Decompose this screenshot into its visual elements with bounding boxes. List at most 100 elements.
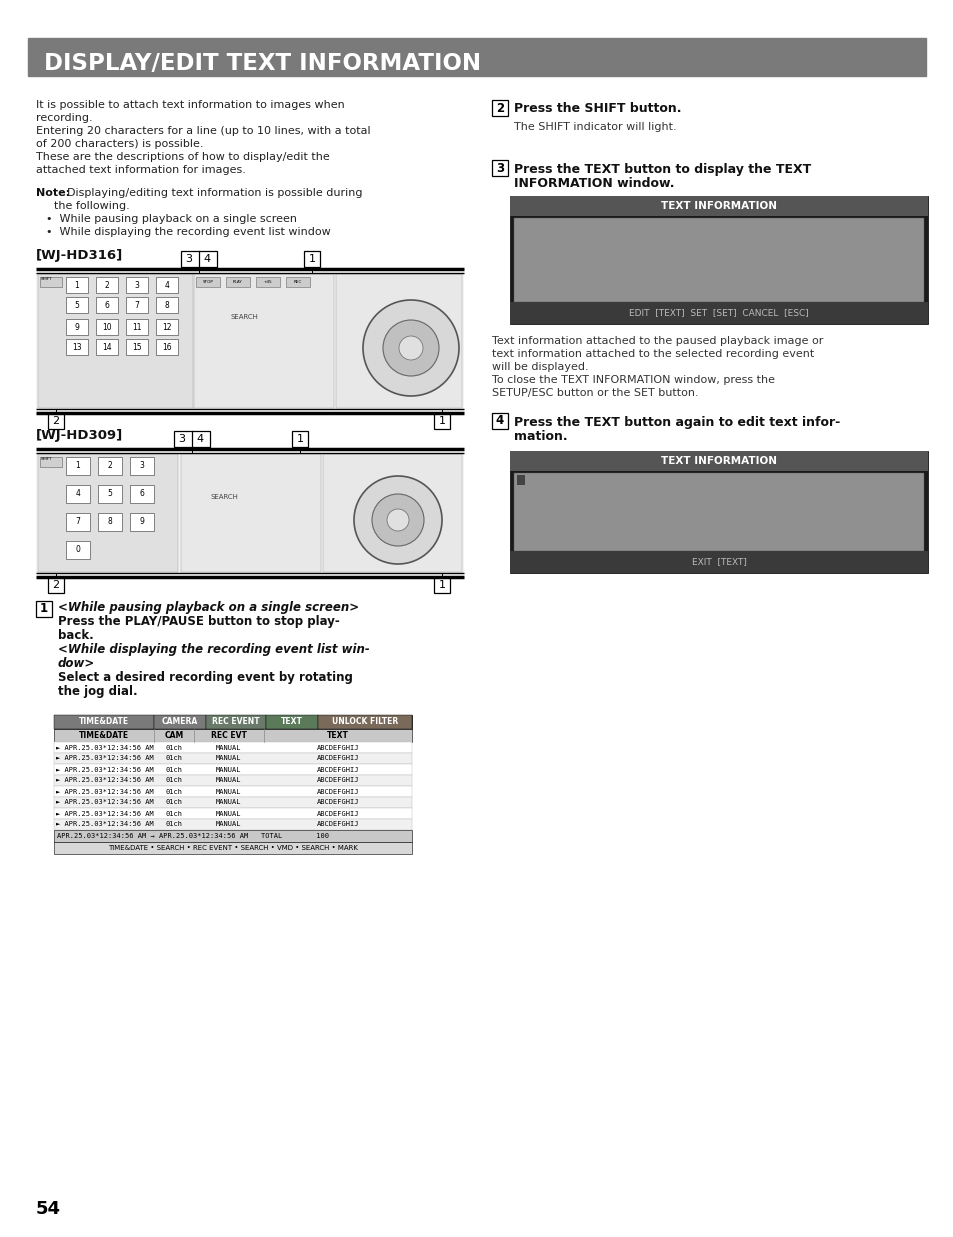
Text: 54: 54: [36, 1200, 61, 1218]
Text: 3: 3: [185, 254, 192, 263]
Text: 7: 7: [134, 301, 139, 309]
Text: the following.: the following.: [54, 200, 130, 212]
Bar: [510, 302, 927, 324]
Text: REC EVT: REC EVT: [211, 731, 247, 740]
Bar: [54, 715, 412, 729]
Text: MANUAL: MANUAL: [216, 745, 241, 751]
Text: ► APR.25.03*12:34:56 AM: ► APR.25.03*12:34:56 AM: [56, 778, 153, 783]
Bar: [492, 413, 507, 429]
Bar: [335, 275, 461, 408]
Text: CAM: CAM: [164, 731, 183, 740]
Text: 01ch: 01ch: [165, 788, 182, 794]
Bar: [98, 485, 122, 503]
Text: APR.25.03*12:34:56 AM → APR.25.03*12:34:56 AM   TOTAL        100: APR.25.03*12:34:56 AM → APR.25.03*12:34:…: [57, 833, 329, 839]
Text: 6: 6: [105, 301, 110, 309]
Text: attached text information for images.: attached text information for images.: [36, 165, 246, 174]
Text: Displaying/editing text information is possible during: Displaying/editing text information is p…: [67, 188, 362, 198]
Text: 1: 1: [438, 416, 445, 426]
Bar: [38, 454, 178, 571]
Text: 7: 7: [75, 517, 80, 527]
Text: ABCDEFGHIJ: ABCDEFGHIJ: [316, 799, 359, 805]
Text: of 200 characters) is possible.: of 200 characters) is possible.: [36, 139, 203, 148]
Bar: [156, 339, 178, 355]
Text: 1: 1: [296, 434, 303, 444]
Bar: [517, 475, 524, 485]
Bar: [54, 776, 412, 785]
Text: Press the TEXT button again to edit text infor-: Press the TEXT button again to edit text…: [514, 416, 840, 429]
Text: •  While pausing playback on a single screen: • While pausing playback on a single scr…: [46, 214, 296, 224]
Text: TIME&DATE: TIME&DATE: [79, 717, 129, 726]
Bar: [48, 413, 64, 429]
Text: 01ch: 01ch: [165, 767, 182, 772]
Text: UNLOCK FILTER: UNLOCK FILTER: [332, 717, 397, 726]
Text: MANUAL: MANUAL: [216, 810, 241, 816]
Text: 6: 6: [139, 490, 144, 499]
Text: will be displayed.: will be displayed.: [492, 362, 588, 372]
Text: [WJ-HD316]: [WJ-HD316]: [36, 249, 123, 262]
Bar: [126, 339, 148, 355]
Bar: [514, 473, 923, 550]
Text: [WJ-HD309]: [WJ-HD309]: [36, 429, 123, 442]
Text: 11: 11: [132, 323, 142, 332]
Bar: [96, 277, 118, 293]
Bar: [66, 277, 88, 293]
Bar: [510, 550, 927, 573]
Text: REC: REC: [294, 280, 302, 285]
Text: 3: 3: [496, 162, 503, 174]
Text: 4: 4: [164, 281, 170, 289]
Bar: [510, 452, 927, 471]
Bar: [317, 715, 412, 729]
Bar: [40, 456, 62, 468]
Bar: [292, 430, 308, 447]
Text: 15: 15: [132, 343, 142, 351]
Bar: [126, 277, 148, 293]
Text: ABCDEFGHIJ: ABCDEFGHIJ: [316, 756, 359, 762]
Text: MANUAL: MANUAL: [216, 767, 241, 772]
Text: 4: 4: [195, 434, 203, 444]
Text: MANUAL: MANUAL: [216, 788, 241, 794]
Text: SEARCH: SEARCH: [231, 314, 258, 320]
Text: ABCDEFGHIJ: ABCDEFGHIJ: [316, 778, 359, 783]
Bar: [66, 319, 88, 335]
Text: Press the TEXT button to display the TEXT: Press the TEXT button to display the TEX…: [514, 163, 810, 176]
Bar: [510, 452, 927, 573]
Text: mation.: mation.: [514, 430, 567, 443]
Bar: [36, 601, 52, 617]
Bar: [96, 319, 118, 335]
Circle shape: [387, 508, 409, 531]
Bar: [66, 297, 88, 313]
Bar: [54, 808, 412, 819]
Text: The SHIFT indicator will light.: The SHIFT indicator will light.: [514, 122, 676, 132]
Text: 01ch: 01ch: [165, 810, 182, 816]
Bar: [304, 251, 319, 267]
Text: back.: back.: [58, 628, 93, 642]
Text: 3: 3: [139, 461, 144, 470]
Bar: [40, 277, 62, 287]
Bar: [28, 38, 925, 75]
Bar: [130, 485, 153, 503]
Text: Select a desired recording event by rotating: Select a desired recording event by rota…: [58, 670, 353, 684]
Text: 5: 5: [74, 301, 79, 309]
Text: Press the PLAY/PAUSE button to stop play-: Press the PLAY/PAUSE button to stop play…: [58, 615, 339, 628]
Bar: [126, 319, 148, 335]
Text: REC EVENT: REC EVENT: [212, 717, 259, 726]
Text: •  While displaying the recording event list window: • While displaying the recording event l…: [46, 228, 331, 238]
Bar: [48, 576, 64, 593]
Text: 01ch: 01ch: [165, 778, 182, 783]
Text: 3: 3: [178, 434, 185, 444]
Text: 2: 2: [52, 416, 59, 426]
Bar: [54, 842, 412, 854]
Bar: [66, 456, 90, 475]
Bar: [514, 218, 923, 302]
Bar: [54, 819, 412, 830]
Text: TEXT: TEXT: [327, 731, 349, 740]
Bar: [153, 715, 206, 729]
Text: MANUAL: MANUAL: [216, 821, 241, 828]
Bar: [510, 195, 927, 216]
Text: 12: 12: [162, 323, 172, 332]
Text: 2: 2: [108, 461, 112, 470]
Text: Text information attached to the paused playback image or: Text information attached to the paused …: [492, 336, 822, 346]
Text: 1: 1: [40, 602, 48, 616]
Bar: [255, 277, 280, 287]
Bar: [54, 742, 412, 753]
